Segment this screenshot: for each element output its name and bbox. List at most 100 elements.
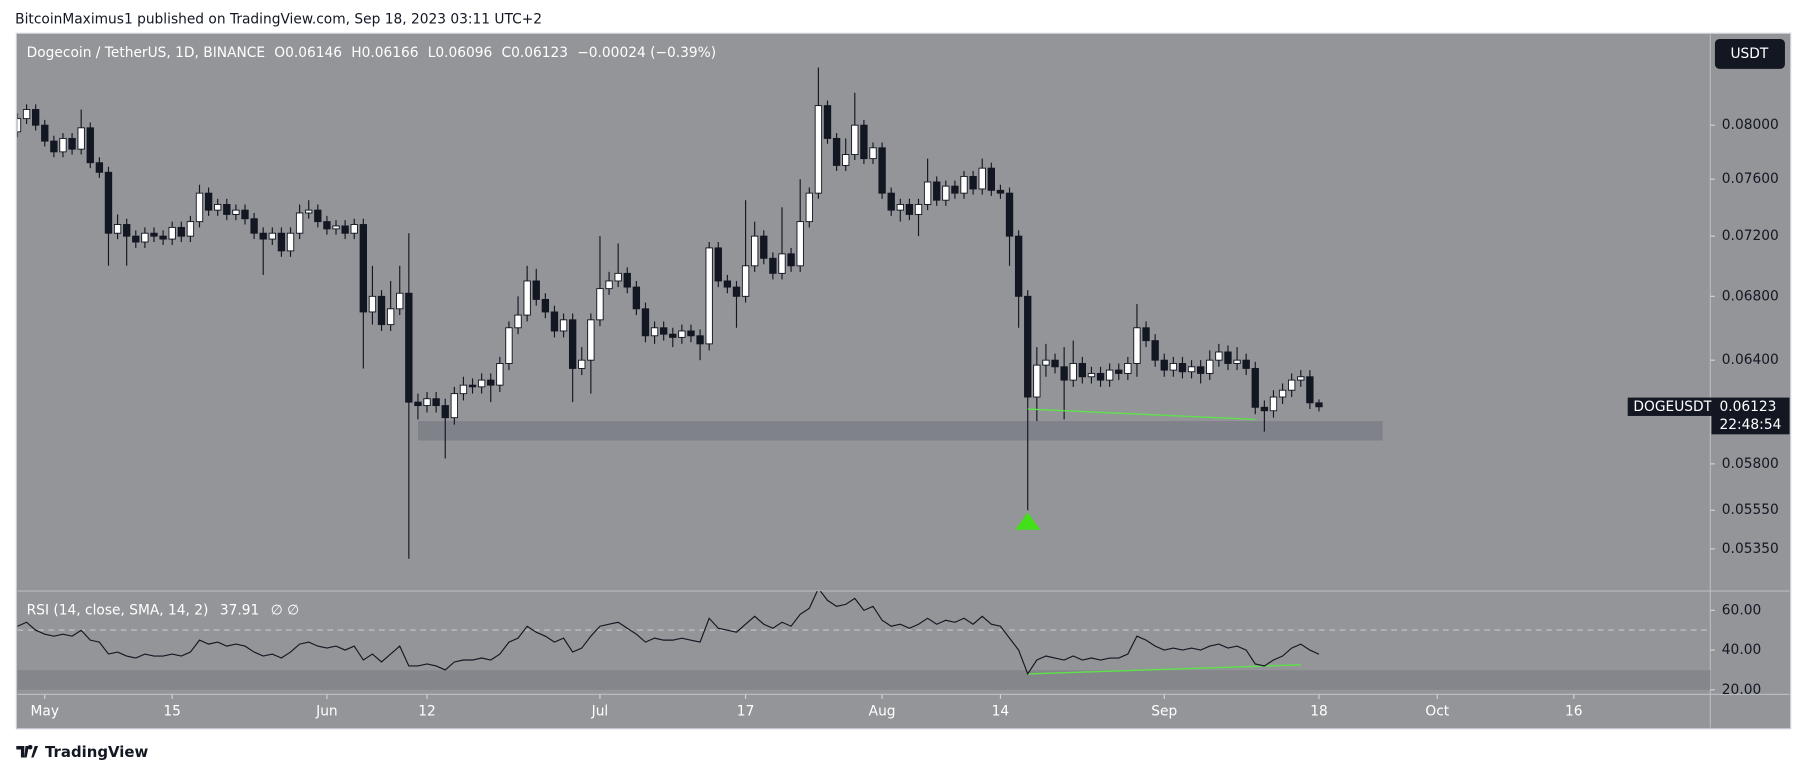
candle-body xyxy=(432,398,440,407)
candle-body xyxy=(760,235,768,259)
rsi-tick-label: 20.00 xyxy=(1722,682,1761,698)
candle-body xyxy=(150,232,158,237)
candle-body xyxy=(50,140,58,153)
footer-logo xyxy=(16,744,39,758)
legend-h: H xyxy=(351,45,361,61)
candle-body xyxy=(1078,363,1087,378)
candle-body xyxy=(41,124,49,142)
candle-body xyxy=(568,319,577,369)
candle-body xyxy=(31,109,40,126)
candle-body xyxy=(1206,359,1214,374)
candle-body xyxy=(596,288,604,321)
candle-body xyxy=(1315,402,1323,408)
candle-body xyxy=(614,272,622,282)
candle-body xyxy=(1269,396,1278,412)
x-tick-label: May xyxy=(31,704,59,720)
candle-body xyxy=(1215,351,1223,361)
candle-body xyxy=(559,319,568,332)
candle-body xyxy=(1060,366,1068,381)
candle-body xyxy=(1105,369,1114,381)
candle-body xyxy=(223,203,231,215)
candle-body xyxy=(159,235,167,240)
y-tick-label: 0.07200 xyxy=(1722,228,1779,244)
candle-body xyxy=(1306,376,1314,404)
candle-body xyxy=(787,253,795,267)
candle-body xyxy=(95,162,104,173)
candle-body xyxy=(659,327,668,335)
candle-body xyxy=(851,124,859,156)
axes: 0.08000 0.07600 0.07200 0.06800 0.06400 0.058… xyxy=(31,117,1790,720)
candle-body xyxy=(441,405,449,419)
candle-body xyxy=(241,209,249,220)
symbol-title: Dogecoin / TetherUS, 1D, BINANCE xyxy=(27,45,265,61)
candle-body xyxy=(86,127,94,164)
x-tick-label: 14 xyxy=(992,704,1010,720)
candle-body xyxy=(214,203,222,211)
candle-body xyxy=(350,224,358,234)
candle-body xyxy=(414,401,422,407)
candle-body xyxy=(195,192,204,223)
candle-body xyxy=(277,232,286,252)
candle-body xyxy=(1042,359,1050,366)
legend-low: 0.06096 xyxy=(435,45,492,61)
x-tick-label: Oct xyxy=(1425,704,1449,720)
candle-body xyxy=(1196,366,1205,374)
rsi-legend: RSI (14, close, SMA, 14, 2) 37.91 ∅ ∅ xyxy=(27,603,300,619)
legend-l: L xyxy=(428,45,436,61)
candle-body xyxy=(132,235,140,243)
candle-body xyxy=(123,224,131,237)
x-tick-label: Aug xyxy=(869,704,896,720)
candle-body xyxy=(696,335,704,345)
candle-body xyxy=(487,379,495,386)
candle-body xyxy=(1260,406,1269,412)
candle-body xyxy=(305,209,313,214)
candle-body xyxy=(1087,372,1096,378)
candle-body xyxy=(623,272,631,288)
candle-body xyxy=(22,109,31,120)
candle-body xyxy=(887,192,895,211)
candle-body xyxy=(505,327,513,364)
candle-body xyxy=(914,203,923,215)
candle-body xyxy=(1297,376,1305,381)
candle-body xyxy=(423,398,431,407)
candle-body xyxy=(314,209,322,223)
candle-body xyxy=(77,127,85,150)
candle-body xyxy=(987,167,995,191)
symbol-tag-label: DOGEUSDT xyxy=(1633,399,1712,415)
candle-body xyxy=(860,124,868,160)
candle-body xyxy=(514,314,522,329)
candle-body xyxy=(1133,327,1141,364)
y-tick-label: 0.05550 xyxy=(1722,502,1779,518)
candle-body xyxy=(678,330,686,338)
legend-close: 0.06123 xyxy=(511,45,568,61)
candle-body xyxy=(68,137,76,150)
legend-open: 0.06146 xyxy=(285,45,342,61)
currency-button-label[interactable]: USDT xyxy=(1730,46,1768,62)
rsi-tick-label: 40.00 xyxy=(1722,642,1761,658)
price-tag xyxy=(1711,397,1790,435)
candle-body xyxy=(1251,367,1259,408)
candle-body xyxy=(814,105,823,194)
y-tick-label: 0.07600 xyxy=(1722,171,1779,187)
x-tick-label: Jun xyxy=(315,704,338,720)
candle-body xyxy=(1151,340,1159,361)
currency-button[interactable] xyxy=(1714,39,1785,69)
x-tick-label: 15 xyxy=(163,704,181,720)
candle-body xyxy=(669,333,677,338)
candle-body xyxy=(1160,359,1168,371)
x-tick-label: 12 xyxy=(418,704,436,720)
candle-body xyxy=(796,221,804,267)
candle-body xyxy=(1178,363,1187,373)
candle-body xyxy=(1288,379,1296,391)
price-pane xyxy=(17,67,1383,559)
candle-body xyxy=(113,224,122,234)
candle-body xyxy=(1024,295,1032,398)
candle-body xyxy=(1014,235,1023,297)
candle-body xyxy=(641,308,650,337)
candle-body xyxy=(1169,363,1178,371)
y-tick-label: 0.08000 xyxy=(1722,117,1779,133)
candle-body xyxy=(969,175,977,190)
candle-body xyxy=(1033,364,1041,398)
candle-body xyxy=(578,359,586,369)
